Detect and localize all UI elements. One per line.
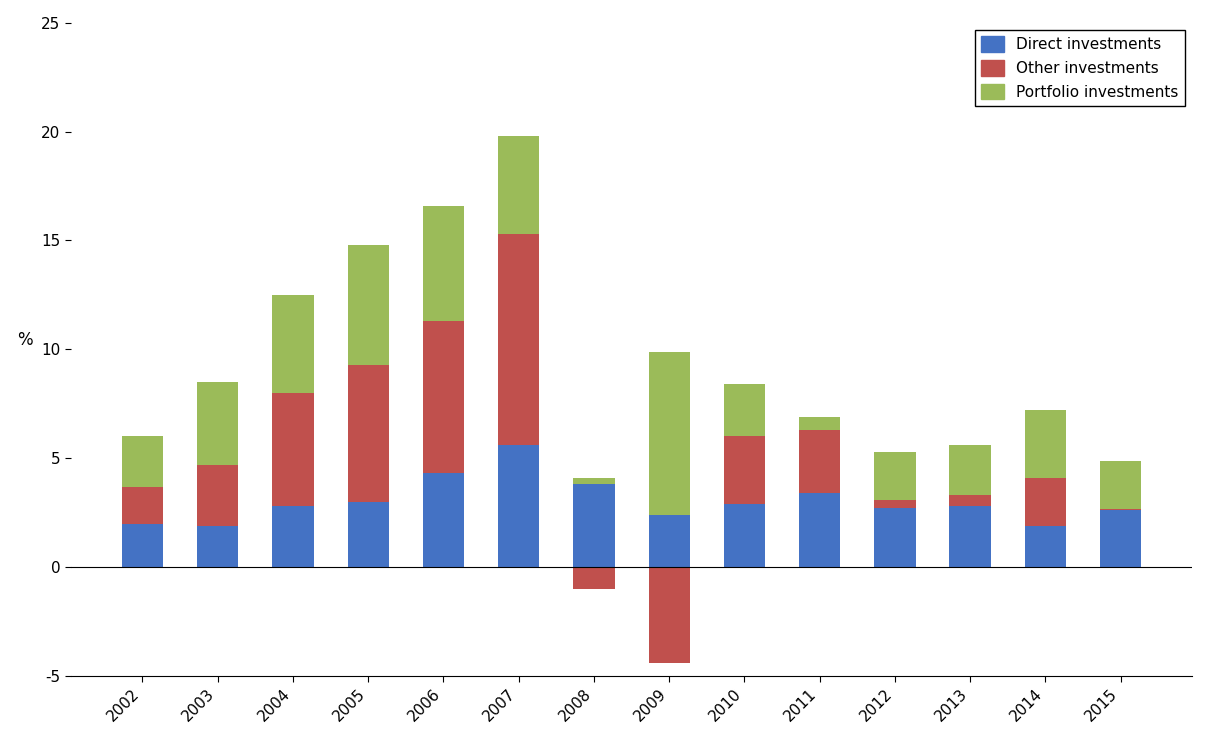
Bar <box>1100 509 1141 511</box>
Bar <box>799 417 840 430</box>
Bar <box>1025 411 1066 478</box>
Bar <box>272 506 313 567</box>
Bar <box>272 393 313 506</box>
Bar <box>1025 525 1066 567</box>
Bar <box>573 478 614 485</box>
Bar <box>498 234 539 445</box>
Bar <box>122 436 163 487</box>
Bar <box>197 465 238 525</box>
Bar <box>347 245 389 365</box>
Bar <box>949 445 991 495</box>
Y-axis label: %: % <box>17 331 33 349</box>
Bar <box>423 321 464 473</box>
Bar <box>272 295 313 393</box>
Bar <box>648 351 690 515</box>
Bar <box>874 508 915 567</box>
Bar <box>1025 478 1066 525</box>
Bar <box>197 525 238 567</box>
Bar <box>949 495 991 506</box>
Bar <box>648 567 690 663</box>
Bar <box>347 365 389 502</box>
Bar <box>122 487 163 524</box>
Legend: Direct investments, Other investments, Portfolio investments: Direct investments, Other investments, P… <box>974 30 1185 106</box>
Bar <box>498 136 539 234</box>
Bar <box>347 502 389 567</box>
Bar <box>724 436 765 504</box>
Bar <box>423 205 464 321</box>
Bar <box>498 445 539 567</box>
Bar <box>648 515 690 567</box>
Bar <box>799 493 840 567</box>
Bar <box>1100 462 1141 509</box>
Bar <box>573 567 614 589</box>
Bar <box>1100 511 1141 567</box>
Bar <box>874 452 915 499</box>
Bar <box>423 473 464 567</box>
Bar <box>799 430 840 493</box>
Bar <box>949 506 991 567</box>
Bar <box>724 504 765 567</box>
Bar <box>573 478 614 567</box>
Bar <box>874 499 915 508</box>
Bar <box>724 384 765 436</box>
Bar <box>122 524 163 567</box>
Bar <box>197 382 238 465</box>
